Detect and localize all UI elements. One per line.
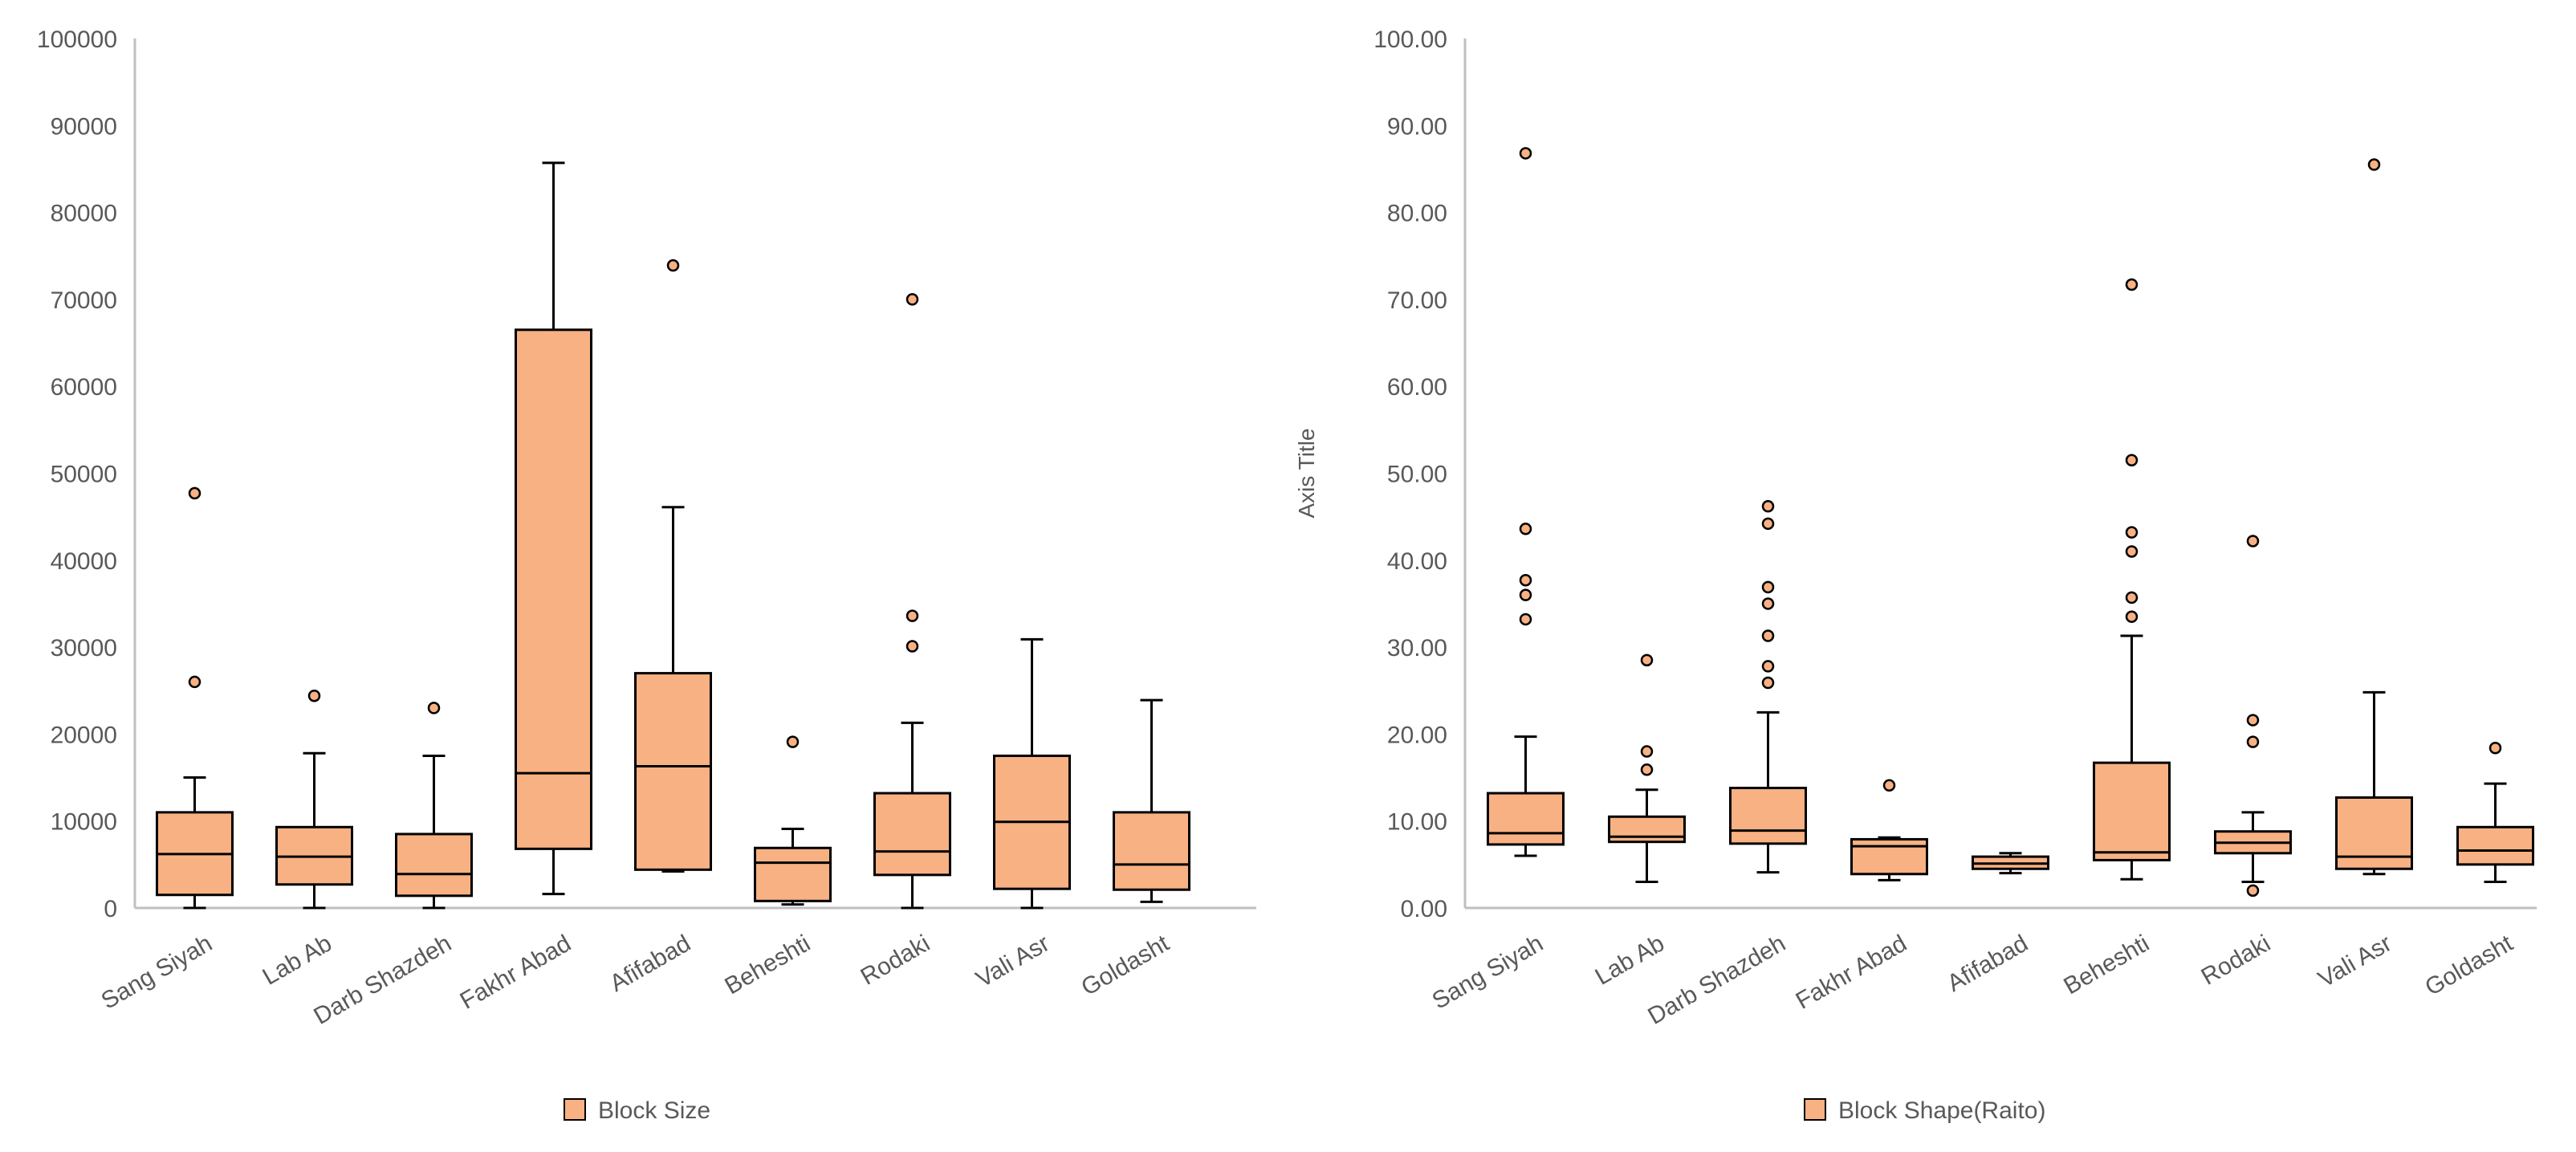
outlier-point <box>905 293 919 306</box>
outlier-point <box>2246 735 2260 748</box>
box <box>2335 796 2413 870</box>
x-tick-label: Lab Ab <box>1591 930 1669 990</box>
outlier-point <box>1761 580 1775 594</box>
chart-1: 0 10000 20000 30000 40000 50000 60000 70000 8000… <box>37 26 1256 1124</box>
y-tick-label: 50.00 <box>1387 462 1447 488</box>
x-tick-label: Darb Shazdeh <box>1643 930 1790 1029</box>
y-tick-label: 70.00 <box>1387 287 1447 314</box>
outlier-point <box>2125 526 2139 539</box>
y-tick-label: 100.00 <box>1373 26 1447 53</box>
x-tick-label: Goldasht <box>2421 930 2518 1001</box>
y-tick-label: 90.00 <box>1387 113 1447 140</box>
y-tick-label: 100000 <box>37 26 117 53</box>
x-tick-label: Fakhr Abad <box>1792 930 1911 1014</box>
box <box>754 846 832 902</box>
x-tick-label: Vali Asr <box>2314 930 2396 992</box>
chart-2: 0.00 10.00 20.00 30.00 40.00 50.00 60.00 70.00 8… <box>1294 26 2537 1124</box>
y-tick-label: 60.00 <box>1387 374 1447 401</box>
y-tick-label: 0 <box>104 896 117 922</box>
outlier-point <box>2246 714 2260 727</box>
box <box>515 328 592 850</box>
outlier-point <box>786 735 800 748</box>
legend-label: Block Shape(Raito) <box>1838 1097 2045 1124</box>
outlier-point <box>2125 545 2139 558</box>
box <box>2456 825 2534 866</box>
outlier-point <box>1519 573 1532 587</box>
y-tick-label: 20.00 <box>1387 722 1447 748</box>
outlier-point <box>1761 629 1775 642</box>
outlier-point <box>1640 763 1654 776</box>
x-tick-label: Sang Siyah <box>97 930 217 1014</box>
outlier-point <box>2246 884 2260 898</box>
y-tick-label: 90000 <box>51 113 117 140</box>
y-tick-label: 40.00 <box>1387 548 1447 575</box>
outlier-point <box>905 609 919 622</box>
y-tick-label: 40000 <box>51 548 117 575</box>
x-tick-label: Beheshti <box>720 930 815 999</box>
y-tick-label: 0.00 <box>1401 896 1447 922</box>
outlier-point <box>1761 676 1775 690</box>
y-tick-label: 80.00 <box>1387 201 1447 227</box>
outlier-point <box>1640 653 1654 667</box>
outlier-point <box>1519 523 1532 535</box>
outlier-point <box>1640 745 1654 758</box>
outlier-point <box>905 640 919 653</box>
x-tick-label: Rodaki <box>2197 930 2275 990</box>
outlier-point <box>188 486 201 500</box>
x-tick-label: Sang Siyah <box>1428 930 1548 1014</box>
y-tick-label: 10000 <box>51 809 117 836</box>
y-tick-label: 70000 <box>51 287 117 314</box>
y-tick-label: 50000 <box>51 462 117 488</box>
outlier-point <box>1519 613 1532 626</box>
box <box>1113 811 1190 891</box>
box <box>2093 761 2171 861</box>
outlier-point <box>427 702 441 714</box>
y-tick-label: 80000 <box>51 201 117 227</box>
box <box>1850 837 1928 876</box>
outlier-point <box>2489 741 2502 755</box>
outlier-point <box>2125 454 2139 467</box>
outlier-point <box>1761 597 1775 610</box>
y-tick-label: 60000 <box>51 374 117 401</box>
y-tick-label: 20000 <box>51 722 117 748</box>
box <box>1487 792 1565 846</box>
legend-label: Block Size <box>598 1097 710 1124</box>
y-axis-title: Axis Title <box>1294 428 1319 518</box>
outlier-point <box>1761 517 1775 531</box>
outlier-point <box>2125 610 2139 623</box>
legend-swatch <box>1804 1098 1826 1121</box>
outlier-point <box>1761 660 1775 673</box>
outlier-point <box>2125 278 2139 291</box>
outlier-point <box>1519 588 1532 601</box>
x-tick-label: Goldasht <box>1077 930 1174 1001</box>
outlier-point <box>1882 779 1896 792</box>
x-tick-label: Beheshti <box>2059 930 2154 999</box>
x-tick-label: Rodaki <box>857 930 934 990</box>
box <box>873 792 951 877</box>
y-tick-label: 30.00 <box>1387 635 1447 661</box>
box <box>634 672 712 871</box>
outlier-point <box>188 675 201 689</box>
x-tick-label: Vali Asr <box>971 930 1054 992</box>
outlier-point <box>2367 158 2381 171</box>
x-tick-label: Afifabad <box>605 930 695 997</box>
outlier-point <box>1761 499 1775 513</box>
box <box>1729 787 1807 845</box>
x-tick-label: Afifabad <box>1943 930 2033 997</box>
outlier-point <box>1519 147 1532 160</box>
x-tick-label: Fakhr Abad <box>456 930 576 1014</box>
x-tick-label: Lab Ab <box>258 930 336 990</box>
y-tick-label: 30000 <box>51 635 117 661</box>
box <box>395 832 473 898</box>
outlier-point <box>666 258 680 272</box>
y-tick-label: 10.00 <box>1387 809 1447 836</box>
outlier-point <box>2125 591 2139 604</box>
outlier-point <box>307 689 321 702</box>
legend-swatch <box>564 1098 586 1121</box>
outlier-point <box>2246 535 2260 548</box>
box <box>1608 815 1686 844</box>
